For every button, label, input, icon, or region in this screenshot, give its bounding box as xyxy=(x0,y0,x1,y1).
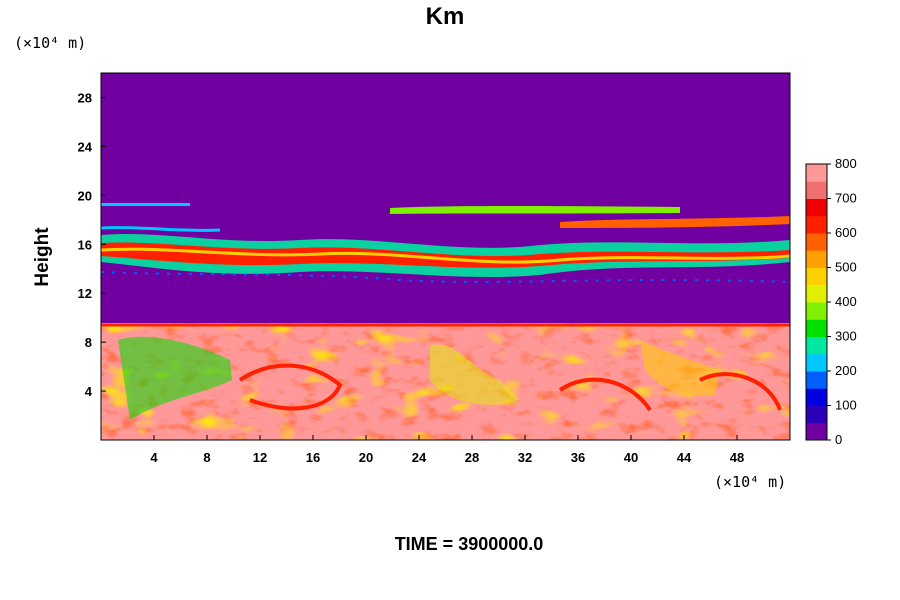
y-axis-ticks: 4 8 12 16 20 24 28 xyxy=(78,90,106,399)
x-tick-label: 36 xyxy=(571,450,585,465)
colorbar-tick-label: 300 xyxy=(835,329,857,344)
colorbar-swatch xyxy=(806,233,827,251)
x-tick-label: 12 xyxy=(253,450,267,465)
colorbar-tick-label: 100 xyxy=(835,398,857,413)
colorbar-swatch xyxy=(806,181,827,199)
colorbar-tick-label: 400 xyxy=(835,294,857,309)
x-axis-ticks: 4 8 12 16 20 24 28 32 36 40 44 48 xyxy=(150,435,744,465)
upper-turbulent-layer xyxy=(101,203,790,283)
x-tick-label: 20 xyxy=(359,450,373,465)
y-tick-label: 20 xyxy=(78,188,92,203)
y-tick-label: 24 xyxy=(78,139,93,154)
colorbar-swatch xyxy=(806,388,827,406)
y-tick-label: 4 xyxy=(85,384,93,399)
plot-frame xyxy=(100,72,791,441)
time-label: TIME = 3900000.0 xyxy=(395,534,544,554)
colorbar-tick-label: 600 xyxy=(835,225,857,240)
colorbar-swatch xyxy=(806,336,827,355)
colorbar-swatch xyxy=(806,198,827,217)
colorbar-swatch xyxy=(806,353,827,372)
colorbar-swatch xyxy=(806,250,827,268)
y-tick-label: 16 xyxy=(78,237,92,252)
x-tick-label: 16 xyxy=(306,450,320,465)
x-tick-label: 44 xyxy=(677,450,692,465)
colorbar-swatch xyxy=(806,371,827,389)
colorbar-swatch xyxy=(806,284,827,303)
colorbar-swatch xyxy=(806,215,827,234)
colorbar: 0 100 200 300 400 500 600 700 800 xyxy=(805,156,857,447)
y-tick-label: 28 xyxy=(78,90,92,105)
lower-turbulent-layer xyxy=(101,323,790,440)
colorbar-tick-label: 700 xyxy=(835,191,857,206)
x-tick-label: 4 xyxy=(150,450,158,465)
x-tick-label: 28 xyxy=(465,450,479,465)
y-axis-label: Height xyxy=(32,227,53,287)
y-tick-label: 12 xyxy=(78,286,92,301)
x-tick-label: 32 xyxy=(518,450,532,465)
colorbar-swatch xyxy=(806,405,827,424)
x-tick-label: 24 xyxy=(412,450,427,465)
colorbar-swatch xyxy=(806,422,827,441)
colorbar-tick-label: 800 xyxy=(835,156,857,171)
y-axis-unit: (×10⁴ m) xyxy=(14,34,86,52)
colorbar-swatch xyxy=(806,164,827,182)
plot-area xyxy=(101,73,790,440)
x-tick-label: 40 xyxy=(624,450,638,465)
x-axis-unit: (×10⁴ m) xyxy=(714,473,786,491)
colorbar-tick-label: 0 xyxy=(835,432,842,447)
colorbar-swatch xyxy=(806,302,827,320)
x-tick-label: 8 xyxy=(203,450,210,465)
chart-title: Km xyxy=(426,3,465,30)
colorbar-tick-label: 200 xyxy=(835,363,857,378)
colorbar-tick-label: 500 xyxy=(835,260,857,275)
colorbar-swatch xyxy=(806,267,827,286)
x-tick-label: 48 xyxy=(730,450,744,465)
colorbar-swatch xyxy=(806,319,827,337)
y-tick-label: 8 xyxy=(85,335,92,350)
